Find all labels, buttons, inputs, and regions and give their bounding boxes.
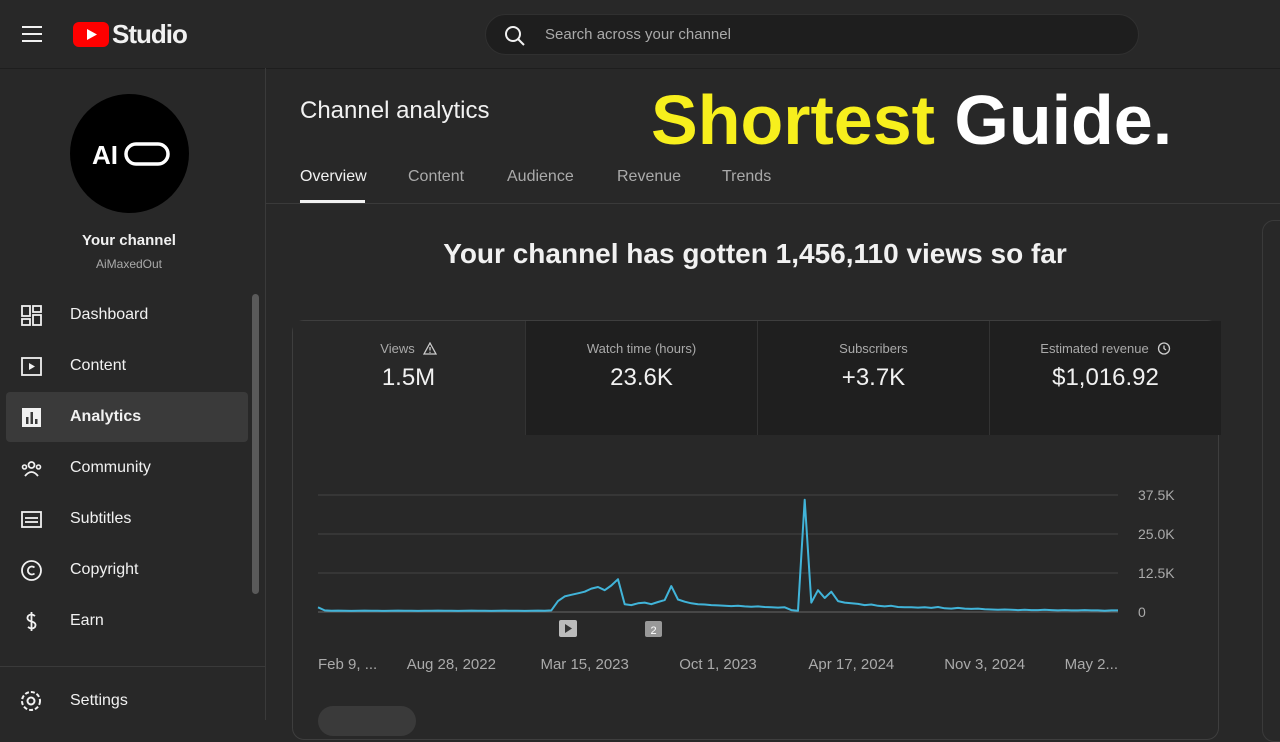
tab[interactable]: Audience xyxy=(507,168,574,185)
metric-tab[interactable]: Estimated revenue $1,016.92 xyxy=(989,321,1221,435)
nav-settings[interactable]: Settings xyxy=(70,692,128,709)
nav-item[interactable]: Earn xyxy=(70,612,104,629)
overlay-caption: Shortest Guide. xyxy=(651,80,1172,160)
channel-avatar[interactable]: AI xyxy=(70,94,189,213)
metric-label: Watch time (hours) xyxy=(586,341,697,356)
tab[interactable]: Content xyxy=(408,168,465,185)
nav-icon xyxy=(26,612,37,631)
nav-icon xyxy=(22,408,41,427)
tab[interactable]: Revenue xyxy=(617,168,682,185)
tab[interactable]: Overview xyxy=(300,168,367,185)
nav-icon xyxy=(21,511,42,528)
channel-title: Your channel xyxy=(82,232,176,249)
metric-value: $1,016.92 xyxy=(1052,364,1159,391)
nav-item[interactable]: Analytics xyxy=(70,408,142,425)
metric-value: +3.7K xyxy=(841,364,906,391)
metric-label: Estimated revenue xyxy=(990,341,1221,356)
channel-name: AiMaxedOut xyxy=(95,257,163,271)
nav-icon xyxy=(21,560,42,581)
metric-tab[interactable]: Watch time (hours) 23.6K xyxy=(525,321,757,435)
youtube-logo[interactable] xyxy=(73,22,109,47)
search-placeholder: Search across your channel xyxy=(545,26,731,43)
clock-icon[interactable] xyxy=(1157,342,1171,355)
nav-item[interactable]: Dashboard xyxy=(70,306,149,323)
avatar-pill xyxy=(124,142,170,166)
metric-tab[interactable]: Views 1.5M xyxy=(293,321,524,435)
metric-label: Views xyxy=(293,341,524,356)
nav-item[interactable]: Content xyxy=(70,357,127,374)
nav-item[interactable]: Copyright xyxy=(70,561,139,578)
nav-item[interactable]: Community xyxy=(70,459,151,476)
warning-icon[interactable] xyxy=(422,341,437,355)
tab-underline xyxy=(300,200,365,203)
avatar-text: AI xyxy=(92,140,118,170)
divider xyxy=(0,666,265,667)
tab-divider xyxy=(265,203,1280,204)
metric-label: Subscribers xyxy=(839,341,908,356)
menu-button[interactable] xyxy=(22,24,44,44)
nav-item[interactable]: Subtitles xyxy=(70,510,132,527)
headline: Your channel has gotten 1,456,110 views … xyxy=(443,238,1067,269)
top-bar: Studio Search across your channel xyxy=(0,0,1280,69)
metric-tab[interactable]: Subscribers +3.7K xyxy=(757,321,989,435)
nav-icon xyxy=(21,305,42,326)
overlay-word: Guide. xyxy=(954,81,1173,159)
metric-value: 1.5M xyxy=(381,364,436,391)
search-icon xyxy=(505,26,525,46)
metric-value: 23.6K xyxy=(610,364,673,391)
see-more-button[interactable] xyxy=(318,706,416,736)
nav-icon xyxy=(21,461,42,477)
scrollbar[interactable] xyxy=(252,294,259,594)
nav-icon xyxy=(21,357,42,376)
logo-text: Studio xyxy=(112,19,188,49)
search-box[interactable]: Search across your channel xyxy=(485,14,1139,55)
active-nav-bg xyxy=(6,392,248,442)
overlay-word: Shortest xyxy=(651,81,935,159)
sidebar: AI Your channel AiMaxedOut Settings Dash… xyxy=(0,68,266,720)
settings-icon xyxy=(21,691,41,711)
tab[interactable]: Trends xyxy=(722,168,772,185)
side-card xyxy=(1262,220,1280,742)
page-title: Channel analytics xyxy=(300,97,490,124)
